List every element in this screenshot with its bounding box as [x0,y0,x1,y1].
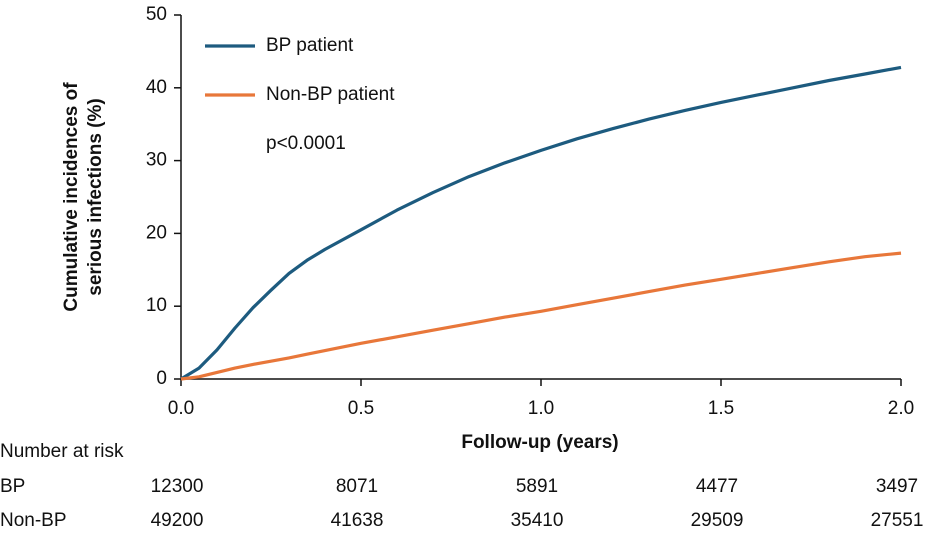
x-tick-label: 0.5 [348,398,374,419]
risk-table-title: Number at risk [0,441,124,462]
risk-value: 35410 [511,510,564,531]
risk-value: 12300 [151,476,204,497]
risk-value: 41638 [331,510,384,531]
y-tick-label: 0 [156,368,167,389]
x-tick-label: 1.0 [528,398,554,419]
risk-value: 8071 [336,476,378,497]
x-axis-label: Follow-up (years) [461,432,618,453]
risk-value: 27551 [871,510,924,531]
y-tick-label: 10 [146,295,167,316]
risk-value: 4477 [696,476,738,497]
risk-value: 29509 [691,510,744,531]
y-tick-label: 20 [146,222,167,243]
line [180,251,902,381]
legend-label: BP patient [266,35,354,56]
legend-label: Non-BP patient [266,84,395,105]
risk-row-label: Non-BP [0,510,67,531]
x-tick-label: 0.0 [168,398,194,419]
annotation: p<0.0001 [266,133,346,154]
x-tick-label: 2.0 [888,398,914,419]
y-tick-label: 50 [146,4,167,25]
line [180,65,902,381]
risk-value: 3497 [876,476,918,497]
risk-row-label: BP [0,476,25,497]
risk-value: 49200 [151,510,204,531]
x-tick-label: 1.5 [708,398,734,419]
y-tick-label: 30 [146,150,167,171]
y-tick-label: 40 [146,77,167,98]
y-axis-label: Cumulative incidences of [61,82,82,312]
y-axis-label: serious infections (%) [85,98,106,295]
risk-value: 5891 [516,476,558,497]
